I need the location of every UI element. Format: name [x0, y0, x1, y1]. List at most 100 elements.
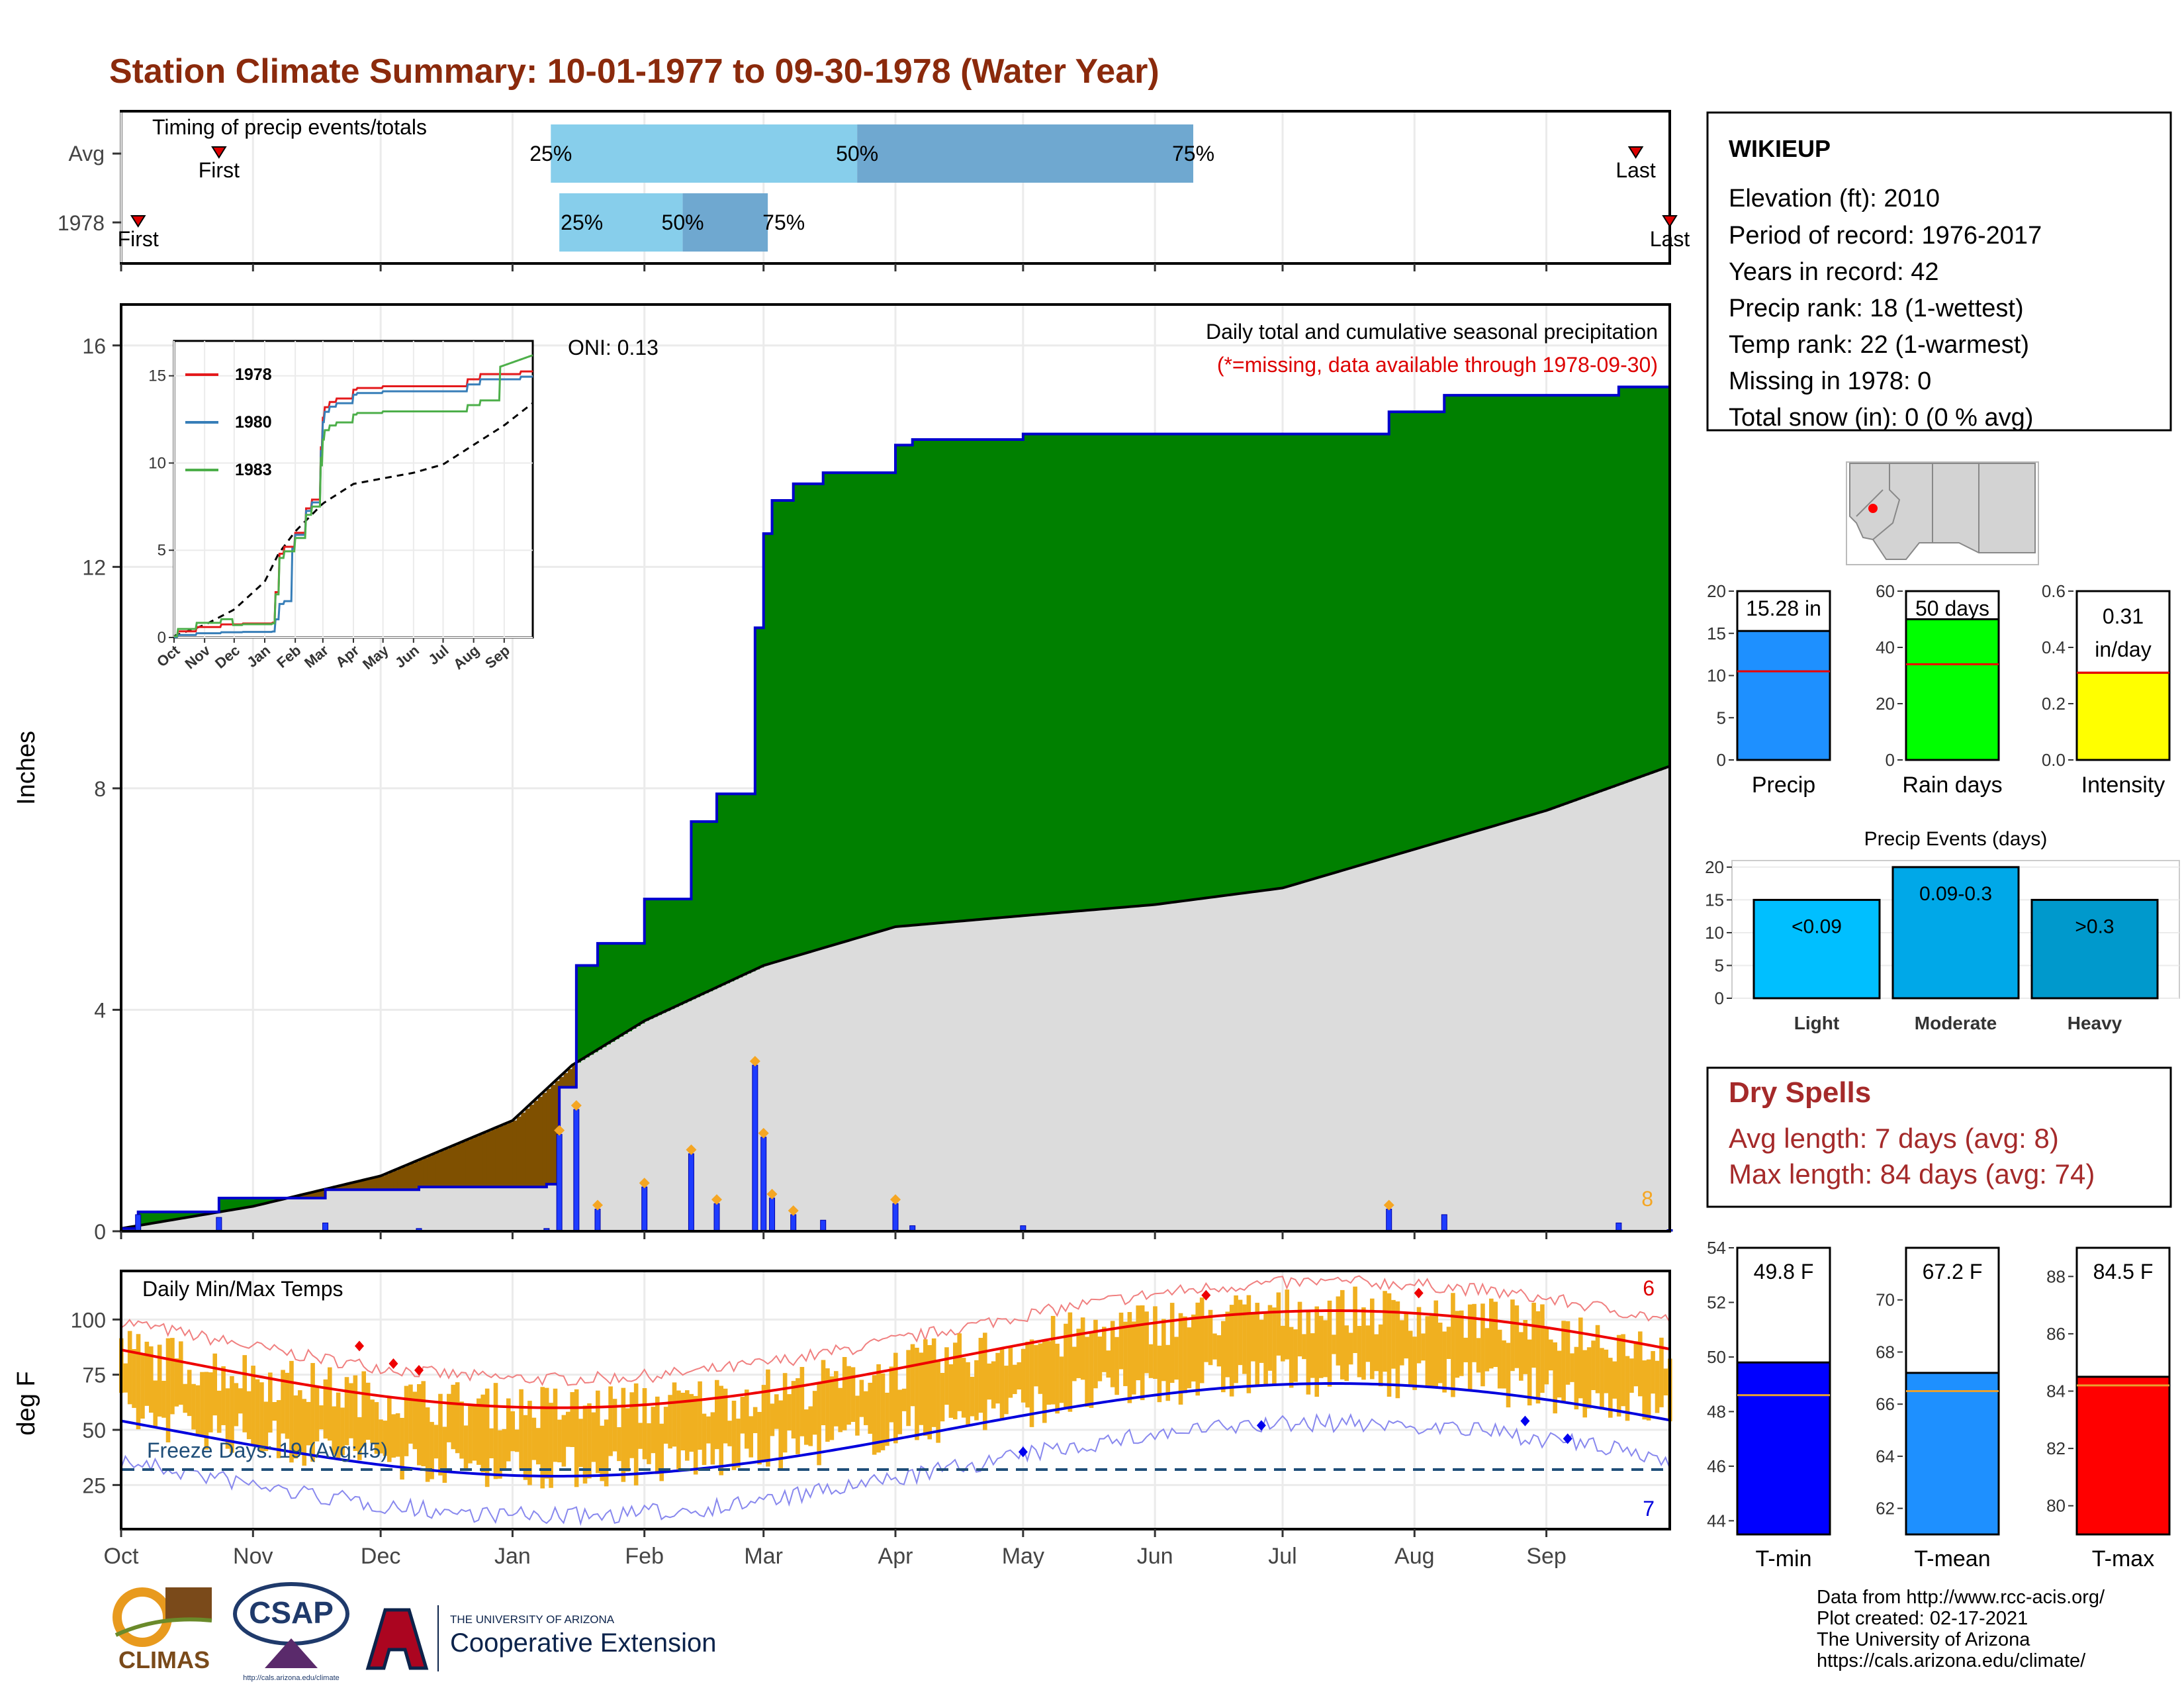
above-average-area — [933, 440, 938, 923]
above-average-area — [1048, 434, 1054, 914]
daily-temp-bar — [1272, 1307, 1277, 1385]
above-average-area — [1469, 395, 1475, 833]
above-average-area — [602, 943, 607, 1047]
daily-temp-bar — [1008, 1346, 1013, 1398]
above-average-area — [1465, 395, 1471, 835]
daily-temp-bar — [625, 1408, 630, 1472]
daily-temp-bar — [566, 1411, 570, 1447]
above-average-area — [653, 899, 658, 1017]
dry-spells-frame — [1706, 1066, 2172, 1208]
record-low-marker — [1563, 1433, 1572, 1444]
above-average-area — [151, 1211, 156, 1224]
above-average-area — [670, 899, 675, 1009]
above-average-area — [674, 899, 679, 1008]
above-average-area — [917, 440, 922, 925]
above-average-area — [976, 440, 981, 920]
above-average-area — [870, 473, 875, 935]
daily-temp-bar — [676, 1390, 681, 1470]
daily-temp-bar — [314, 1385, 320, 1442]
above-average-area — [257, 1197, 262, 1205]
credit-line: Plot created: 02-17-2021 — [1817, 1608, 2028, 1629]
daily-temp-bar — [578, 1419, 583, 1468]
daily-temp-bar — [170, 1338, 175, 1415]
daily-temp-bar — [1093, 1319, 1098, 1389]
daily-temp-bar — [1161, 1319, 1166, 1382]
below-average-area — [376, 1176, 381, 1190]
temp-summary-bar-t-min — [1736, 1361, 1831, 1536]
summary-value-label: in/day — [2095, 637, 2151, 661]
daily-temp-bar — [1561, 1321, 1566, 1402]
month-label: Apr — [878, 1544, 913, 1569]
daily-temp-bar — [1523, 1320, 1528, 1374]
temp-summary-ytick-label: 88 — [2046, 1266, 2066, 1286]
daily-temp-bar — [510, 1411, 516, 1452]
month-label: Jan — [494, 1544, 531, 1569]
daily-temp-bar — [276, 1400, 281, 1458]
daily-temp-bar — [859, 1380, 864, 1417]
above-average-area — [1418, 412, 1424, 849]
inset-ytick-label: 15 — [148, 367, 166, 385]
summary-ytick-label: 5 — [1717, 708, 1726, 727]
daily-temp-bar — [817, 1383, 821, 1466]
daily-max-marker — [639, 1178, 650, 1189]
below-average-area — [423, 1158, 428, 1188]
below-average-area — [504, 1124, 509, 1188]
station-line: Temp rank: 22 (1-warmest) — [1729, 331, 2029, 359]
ua-block-a — [365, 1608, 429, 1670]
daily-temp-bar — [553, 1388, 558, 1462]
daily-temp-bar — [570, 1392, 575, 1448]
daily-temp-bar — [557, 1419, 562, 1463]
summary-bar-label: Rain days — [1902, 773, 2002, 798]
ua-logo: THE UNIVERSITY OF ARIZONA Cooperative Ex… — [365, 1605, 716, 1671]
daily-temp-bar — [408, 1384, 413, 1444]
daily-temp-bar — [1510, 1299, 1515, 1372]
daily-temp-bar — [1591, 1340, 1596, 1390]
daily-temp-bar — [1323, 1320, 1328, 1378]
oni-label: ONI: 0.13 — [568, 336, 659, 359]
events-bar-range: <0.09 — [1792, 915, 1842, 937]
daily-temp-bar — [1421, 1333, 1426, 1361]
above-average-area — [1372, 434, 1377, 862]
daily-temp-bar — [379, 1419, 383, 1454]
above-average-area — [925, 440, 931, 925]
above-average-area — [614, 943, 619, 1039]
timing-marker-label-first: First — [118, 227, 159, 251]
above-average-area — [1388, 412, 1394, 857]
daily-temp-bar — [272, 1402, 277, 1421]
daily-temp-bar — [319, 1405, 324, 1430]
above-average-area — [1435, 412, 1441, 843]
above-average-area — [1010, 440, 1015, 917]
daily-temp-bar — [1034, 1344, 1038, 1387]
temp-ylabel: deg F — [13, 1371, 40, 1435]
missing-note: (*=missing, data available through 1978-… — [1217, 353, 1658, 377]
summary-ytick-label: 60 — [1876, 581, 1895, 601]
daily-temp-bar — [1297, 1301, 1302, 1357]
above-average-area — [1329, 434, 1334, 874]
above-average-area — [950, 440, 956, 922]
daily-temp-bar — [1357, 1326, 1362, 1378]
daily-temp-bar — [787, 1394, 792, 1430]
above-average-area — [589, 965, 594, 1055]
summary-ytick-label: 20 — [1707, 581, 1726, 601]
above-average-area — [1091, 434, 1096, 910]
daily-temp-bar — [1348, 1333, 1353, 1365]
above-average-area — [1376, 434, 1381, 861]
above-average-area — [661, 899, 666, 1013]
above-average-area — [908, 445, 913, 926]
above-average-area — [1044, 434, 1050, 914]
above-average-area — [1593, 395, 1598, 794]
daily-temp-bar — [1042, 1340, 1047, 1423]
above-average-area — [1406, 412, 1411, 852]
above-average-area — [1287, 434, 1292, 887]
above-average-area — [1112, 434, 1117, 908]
above-average-area — [806, 483, 811, 953]
daily-temp-bar — [1570, 1353, 1574, 1382]
daily-temp-bar — [472, 1404, 477, 1461]
timing-bar-q25-q50 — [559, 193, 683, 252]
above-average-area — [1432, 412, 1437, 845]
above-average-area — [801, 483, 807, 955]
daily-temp-bar — [1318, 1315, 1324, 1378]
daily-temp-bar — [608, 1386, 613, 1456]
daily-temp-bar — [715, 1380, 719, 1450]
daily-temp-bar — [383, 1421, 388, 1456]
